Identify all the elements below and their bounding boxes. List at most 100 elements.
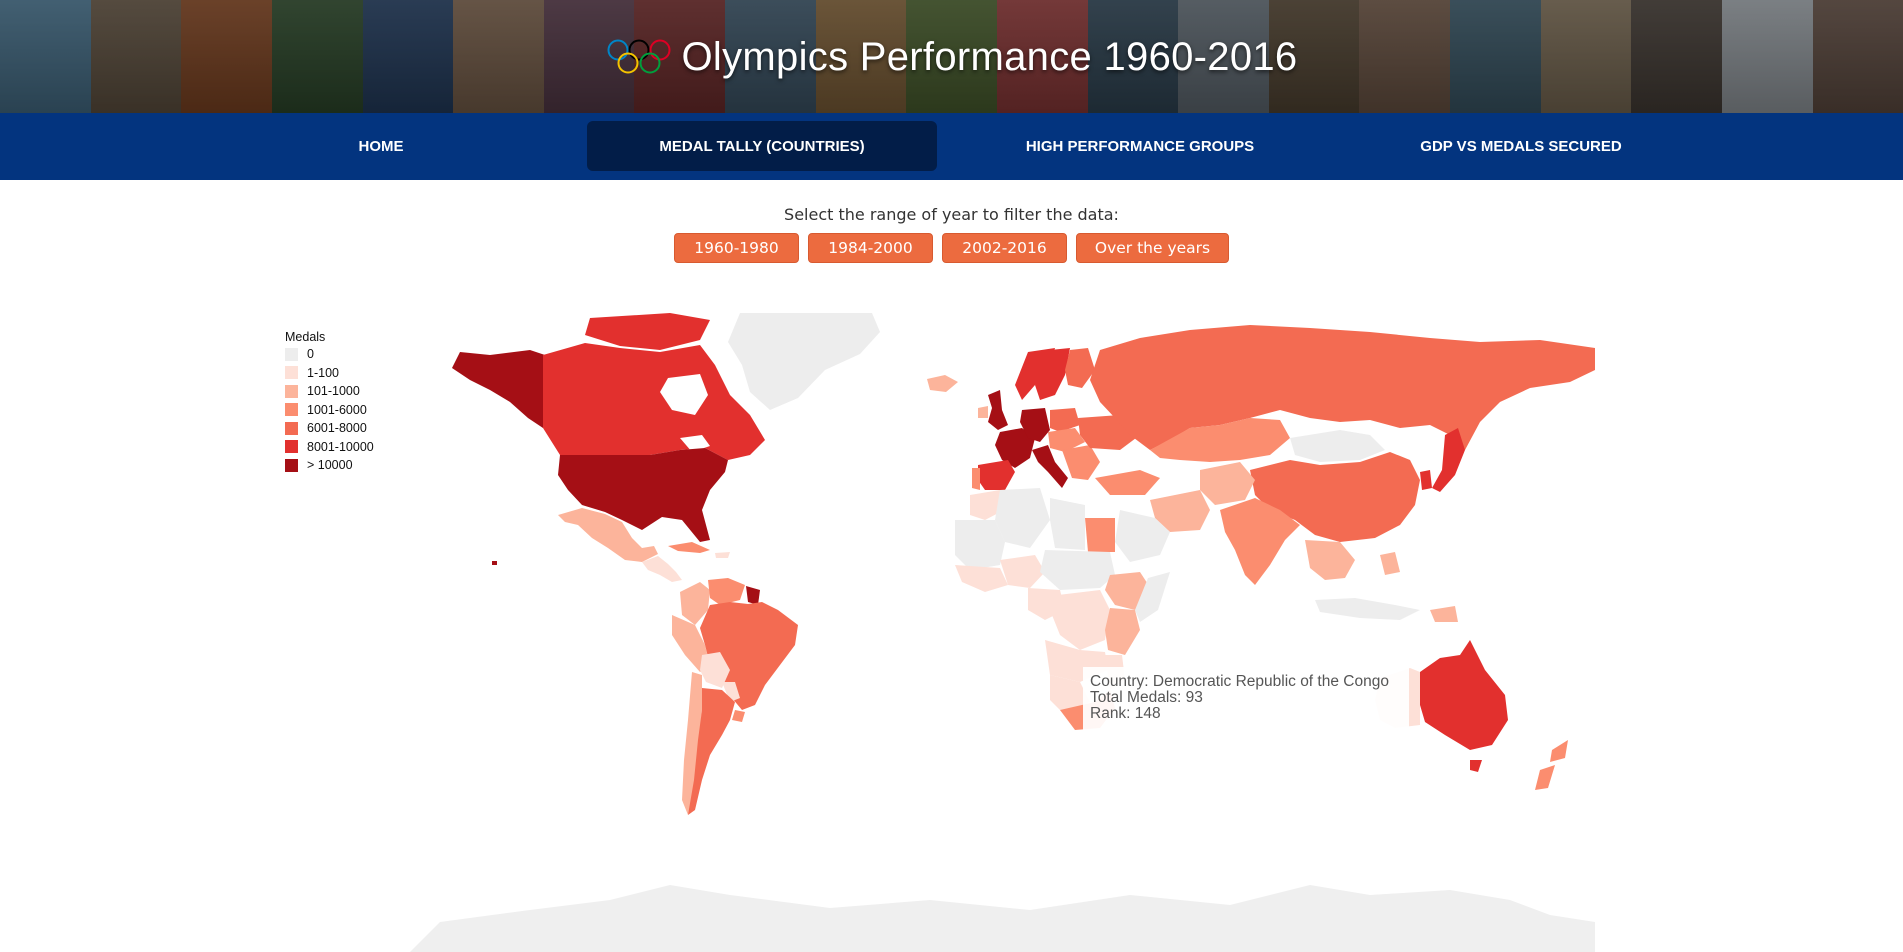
banner-photo-tile	[0, 0, 91, 113]
country-australia[interactable]	[1420, 640, 1508, 750]
country-italy[interactable]	[1032, 445, 1068, 488]
legend-swatch	[285, 458, 298, 472]
legend-title: Medals	[285, 330, 326, 344]
country-mexico[interactable]	[558, 508, 658, 562]
legend-swatch	[285, 384, 298, 398]
country-paraguay[interactable]	[722, 682, 740, 702]
country-dr-congo[interactable]	[1052, 590, 1110, 650]
country-egypt[interactable]	[1085, 518, 1115, 552]
map-svg[interactable]	[410, 310, 1595, 952]
country-bolivia[interactable]	[700, 652, 730, 688]
country-algeria[interactable]	[995, 488, 1050, 548]
country-libya[interactable]	[1050, 498, 1085, 550]
country-portugal[interactable]	[972, 468, 980, 490]
country-russia[interactable]	[1090, 325, 1595, 450]
country-new-zealand[interactable]	[1535, 740, 1568, 790]
country-cuba[interactable]	[668, 542, 710, 553]
country-kenya-tanzania[interactable]	[1105, 608, 1140, 655]
country-finland[interactable]	[1065, 348, 1095, 388]
country-guyana[interactable]	[746, 586, 760, 605]
nav-home[interactable]: HOME	[358, 137, 404, 155]
banner-photo-tile	[1812, 0, 1903, 113]
country-colombia[interactable]	[680, 582, 710, 625]
country-peru[interactable]	[672, 615, 710, 672]
country-china[interactable]	[1250, 452, 1420, 542]
nav-gdp-vs-medals[interactable]: GDP VS MEDALS SECURED	[1420, 137, 1622, 155]
banner-photo-tile	[1268, 0, 1360, 113]
country-somalia[interactable]	[1135, 572, 1170, 622]
year-button-2002-2016[interactable]: 2002-2016	[942, 233, 1067, 263]
country-canada-islands[interactable]	[585, 313, 710, 350]
country-chad-sudan[interactable]	[1040, 550, 1115, 590]
banner-photo-tile	[1450, 0, 1541, 113]
country-west-africa[interactable]	[955, 520, 1005, 570]
country-papua-new-guinea[interactable]	[1430, 606, 1458, 622]
world-choropleth-map[interactable]	[410, 310, 1595, 952]
header-title-group: Olympics Performance 1960-2016	[0, 30, 1903, 84]
banner-photo-tile	[996, 0, 1088, 113]
banner-photo-tile	[1631, 0, 1722, 113]
banner-photo-collage	[0, 0, 1903, 113]
country-korea[interactable]	[1420, 470, 1432, 490]
country-united-states[interactable]	[558, 448, 728, 542]
country-venezuela[interactable]	[708, 578, 745, 605]
country-greenland[interactable]	[728, 313, 880, 410]
country-southeast-asia[interactable]	[1305, 540, 1355, 580]
banner-photo-tile	[1721, 0, 1813, 113]
country-turkey[interactable]	[1095, 470, 1160, 495]
banner-photo-tile	[90, 0, 182, 113]
banner-photo-tile	[1178, 0, 1269, 113]
olympic-ring	[628, 39, 650, 61]
country-central-europe[interactable]	[1048, 428, 1085, 452]
country-caribbean[interactable]	[715, 552, 730, 558]
country-poland[interactable]	[1050, 408, 1080, 432]
page-title: Olympics Performance 1960-2016	[681, 34, 1298, 79]
country-ireland[interactable]	[978, 406, 988, 418]
country-nigeria[interactable]	[1000, 555, 1045, 588]
country-saudi-arabia[interactable]	[1115, 510, 1170, 562]
country-tasmania[interactable]	[1470, 760, 1482, 772]
legend-label: 0	[307, 347, 314, 362]
nav-high-performance-groups[interactable]: HIGH PERFORMANCE GROUPS	[1025, 137, 1255, 155]
country-namibia-botswana[interactable]	[1050, 675, 1090, 715]
country-mongolia[interactable]	[1290, 430, 1385, 462]
legend-item: 8001-10000	[285, 438, 374, 457]
country-usa-alaska[interactable]	[452, 350, 545, 428]
year-filter-label: Select the range of year to filter the d…	[784, 205, 1119, 224]
nav-medal-tally[interactable]: MEDAL TALLY (COUNTRIES)	[587, 121, 937, 171]
legend-label: 1001-6000	[307, 402, 367, 417]
country-antarctica[interactable]	[410, 885, 1595, 952]
country-france[interactable]	[995, 428, 1035, 468]
country-philippines[interactable]	[1380, 552, 1400, 575]
country-norway[interactable]	[1015, 348, 1055, 400]
banner-photo-tile	[543, 0, 635, 113]
year-button-1960-1980[interactable]: 1960-1980	[674, 233, 799, 263]
country-iceland[interactable]	[927, 375, 958, 392]
country-uruguay[interactable]	[732, 710, 745, 722]
country-kazakhstan[interactable]	[1150, 418, 1290, 462]
country-west-coast[interactable]	[955, 565, 1008, 592]
country-india[interactable]	[1220, 498, 1300, 585]
country-canada[interactable]	[543, 343, 765, 460]
country-germany[interactable]	[1020, 408, 1050, 442]
country-japan[interactable]	[1432, 428, 1465, 492]
year-button-1984-2000[interactable]: 1984-2000	[808, 233, 933, 263]
country-spain[interactable]	[978, 460, 1015, 490]
country-balkans[interactable]	[1062, 445, 1100, 480]
country-iran[interactable]	[1150, 490, 1210, 532]
country-usa-hawaii[interactable]	[492, 561, 497, 565]
country-argentina[interactable]	[688, 688, 735, 815]
banner-photo-tile	[362, 0, 454, 113]
country-central-asia[interactable]	[1200, 462, 1255, 505]
legend-item: > 10000	[285, 456, 374, 475]
year-button-over-the-years[interactable]: Over the years	[1076, 233, 1229, 263]
legend-label: > 10000	[307, 458, 353, 473]
banner-photo-tile	[725, 0, 816, 113]
country-central-america[interactable]	[642, 556, 682, 582]
country-sweden[interactable]	[1035, 348, 1070, 400]
legend-label: 1-100	[307, 365, 339, 380]
legend-label: 6001-8000	[307, 421, 367, 436]
country-chile[interactable]	[682, 672, 702, 815]
country-united-kingdom[interactable]	[988, 390, 1008, 430]
country-indonesia[interactable]	[1315, 598, 1420, 620]
